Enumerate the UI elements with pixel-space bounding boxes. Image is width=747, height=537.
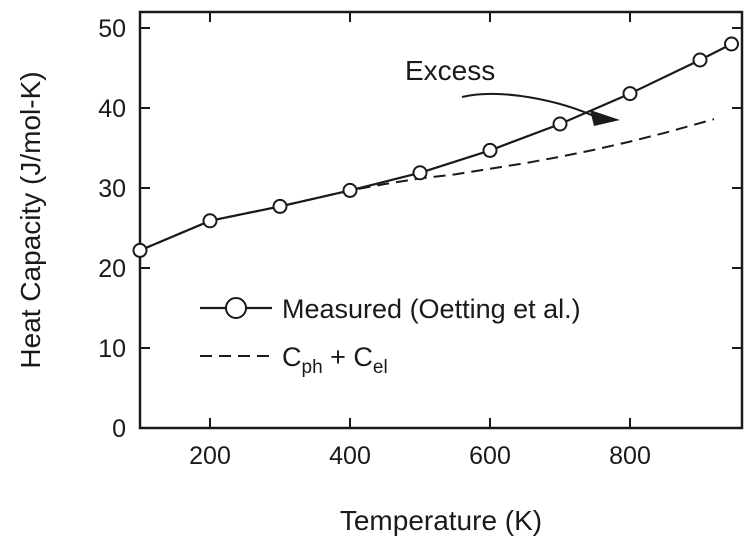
- legend-model-label: Cph + Cel: [282, 342, 388, 378]
- axis-ticks: [140, 12, 742, 429]
- excess-annotation: Excess: [405, 55, 620, 126]
- y-tick-label: 20: [98, 255, 126, 283]
- series-model-line: [139, 118, 715, 252]
- y-axis-label: Heat Capacity (J/mol-K): [15, 71, 46, 368]
- measured-point: [272, 198, 288, 214]
- measured-point: [622, 86, 638, 102]
- legend: Measured (Oetting et al.) Cph + Cel: [200, 294, 581, 378]
- legend-measured-label: Measured (Oetting et al.): [282, 294, 581, 324]
- measured-point: [202, 213, 218, 229]
- measured-point: [342, 182, 358, 198]
- plot-border: [138, 10, 744, 430]
- measured-point: [552, 116, 568, 132]
- y-tick-label: 10: [98, 335, 126, 363]
- x-tick-label: 800: [609, 442, 651, 470]
- measured-point: [132, 242, 148, 258]
- x-tick-label: 200: [189, 442, 231, 470]
- measured-point: [482, 142, 498, 158]
- x-axis-label: Temperature (K): [340, 505, 542, 536]
- legend-model-sub2: el: [373, 357, 388, 378]
- x-tick-label: 400: [329, 442, 371, 470]
- series-measured-line: [139, 43, 732, 252]
- measured-point: [692, 52, 708, 68]
- measured-point: [412, 165, 428, 181]
- tick-labels: 200 400 600 800 0 10 20 30 40 50: [98, 15, 651, 470]
- excess-label: Excess: [405, 55, 495, 86]
- plot-frame: [138, 10, 744, 430]
- excess-arrow-shaft: [461, 92, 599, 119]
- excess-arrow-head: [590, 110, 620, 126]
- measured-point: [724, 36, 739, 52]
- series-layer: [132, 36, 739, 258]
- y-tick-label: 0: [112, 415, 126, 443]
- y-tick-label: 50: [98, 15, 126, 43]
- legend-model-c1: C: [282, 342, 302, 372]
- legend-model-sub1: ph: [302, 357, 323, 378]
- legend-measured-marker: [225, 297, 247, 319]
- x-tick-label: 600: [469, 442, 511, 470]
- legend-model-mid: + C: [323, 342, 373, 372]
- y-tick-label: 40: [98, 95, 126, 123]
- y-tick-label: 30: [98, 175, 126, 203]
